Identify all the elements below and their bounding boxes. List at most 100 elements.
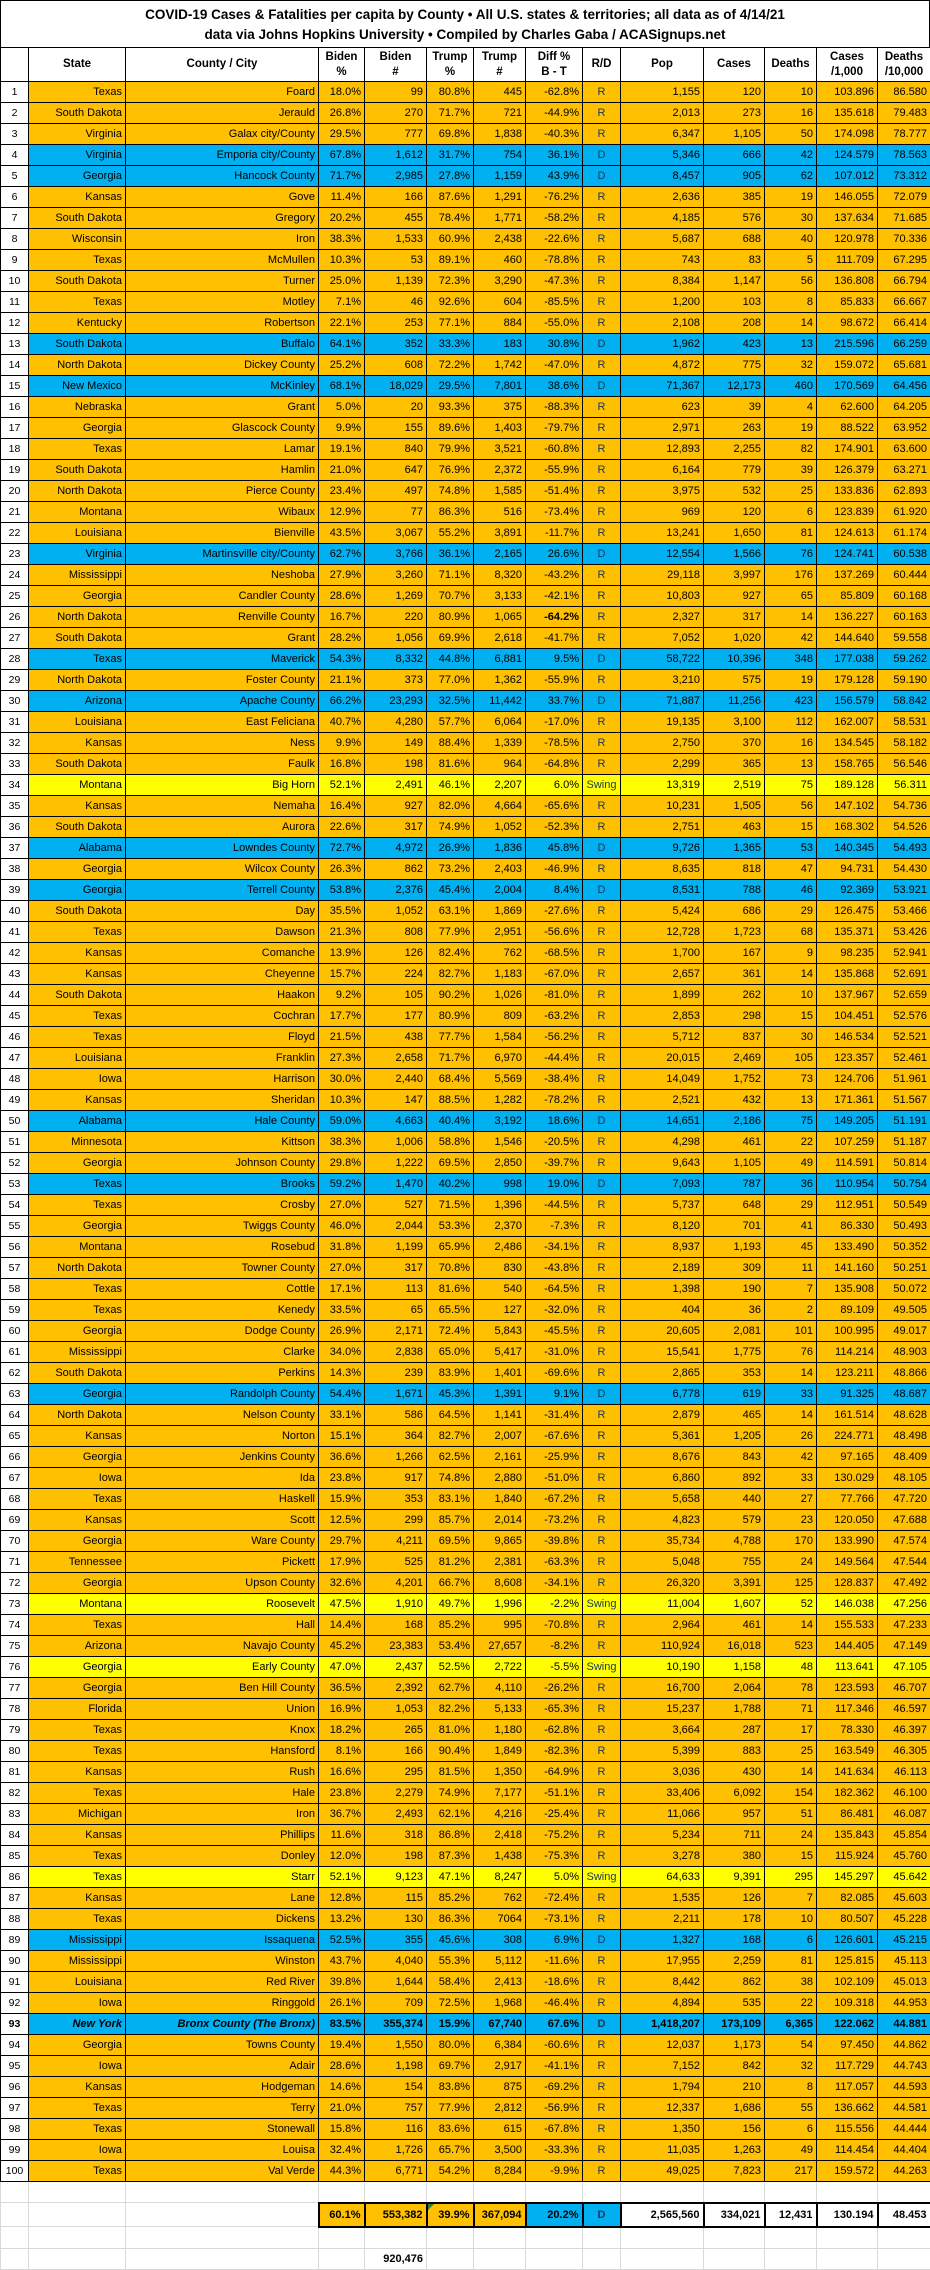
cell-pop: 2,964	[621, 1614, 704, 1635]
cell-county: Brooks	[126, 1173, 319, 1194]
cell-rd: R	[583, 123, 621, 144]
cell-biden_num: 373	[365, 669, 427, 690]
empty-cell	[427, 2248, 474, 2269]
cell-deaths_per_10000: 45.642	[878, 1866, 930, 1887]
cell-state: South Dakota	[29, 753, 126, 774]
cell-deaths: 217	[765, 2160, 817, 2181]
cell-diff: -47.3%	[526, 270, 583, 291]
cell-cases: 317	[704, 606, 765, 627]
cell-pop: 13,319	[621, 774, 704, 795]
cell-trump_num: 3,500	[474, 2139, 526, 2160]
cell-county: Candler County	[126, 585, 319, 606]
cell-rank: 55	[1, 1215, 29, 1236]
cell-deaths_per_10000: 44.581	[878, 2097, 930, 2118]
cell-cases: 385	[704, 186, 765, 207]
cell-deaths_per_10000: 79.483	[878, 102, 930, 123]
cell-biden_num: 318	[365, 1824, 427, 1845]
total-rd: D	[583, 2203, 621, 2227]
cell-biden_num: 455	[365, 207, 427, 228]
cell-cases: 287	[704, 1719, 765, 1740]
cell-rank: 69	[1, 1509, 29, 1530]
cell-biden_num: 647	[365, 459, 427, 480]
cell-deaths_per_10000: 58.842	[878, 690, 930, 711]
cell-trump_num: 2,413	[474, 1971, 526, 1992]
cell-diff: -11.6%	[526, 1950, 583, 1971]
cell-trump_num: 2,007	[474, 1425, 526, 1446]
cell-state: Georgia	[29, 417, 126, 438]
cell-cases: 1,158	[704, 1656, 765, 1677]
cell-trump_num: 1,584	[474, 1026, 526, 1047]
cell-rank: 49	[1, 1089, 29, 1110]
cell-county: Roosevelt	[126, 1593, 319, 1614]
cell-county: Day	[126, 900, 319, 921]
cell-trump_pct: 87.6%	[427, 186, 474, 207]
cell-pop: 969	[621, 501, 704, 522]
cell-rank: 13	[1, 333, 29, 354]
cell-county: Pickett	[126, 1551, 319, 1572]
cell-cases: 167	[704, 942, 765, 963]
cell-deaths: 54	[765, 2034, 817, 2055]
cell-trump_pct: 85.2%	[427, 1887, 474, 1908]
cell-county: Clarke	[126, 1341, 319, 1362]
cell-cases: 843	[704, 1446, 765, 1467]
cell-state: New Mexico	[29, 375, 126, 396]
cell-pop: 743	[621, 249, 704, 270]
total-deaths: 12,431	[765, 2203, 817, 2227]
cell-pop: 2,299	[621, 753, 704, 774]
cell-rank: 51	[1, 1131, 29, 1152]
cell-diff: -56.6%	[526, 921, 583, 942]
cell-deaths_per_10000: 66.414	[878, 312, 930, 333]
cell-trump_num: 5,133	[474, 1698, 526, 1719]
cell-rank: 38	[1, 858, 29, 879]
cell-trump_pct: 73.2%	[427, 858, 474, 879]
col-header-state: State	[29, 48, 126, 82]
cell-rank: 100	[1, 2160, 29, 2181]
cell-trump_pct: 58.8%	[427, 1131, 474, 1152]
cell-rank: 60	[1, 1320, 29, 1341]
cell-cases: 4,788	[704, 1530, 765, 1551]
cell-rank: 6	[1, 186, 29, 207]
cell-trump_pct: 69.7%	[427, 2055, 474, 2076]
cell-trump_num: 2,372	[474, 459, 526, 480]
cell-cases: 440	[704, 1488, 765, 1509]
cell-rd: R	[583, 1992, 621, 2013]
cell-trump_pct: 57.7%	[427, 711, 474, 732]
cell-biden_pct: 62.7%	[319, 543, 365, 564]
cell-cases: 16,018	[704, 1635, 765, 1656]
cell-county: Rush	[126, 1761, 319, 1782]
cell-diff: -73.1%	[526, 1908, 583, 1929]
cell-cases_per_1000: 113.641	[817, 1656, 878, 1677]
cell-cases_per_1000: 136.808	[817, 270, 878, 291]
cell-trump_pct: 49.7%	[427, 1593, 474, 1614]
cell-cases: 2,064	[704, 1677, 765, 1698]
cell-biden_pct: 23.8%	[319, 1782, 365, 1803]
cell-cases_per_1000: 135.843	[817, 1824, 878, 1845]
cell-deaths: 50	[765, 123, 817, 144]
cell-biden_pct: 26.8%	[319, 102, 365, 123]
cell-cases: 1,020	[704, 627, 765, 648]
cell-biden_num: 3,067	[365, 522, 427, 543]
cell-diff: -64.5%	[526, 1278, 583, 1299]
cell-biden_num: 198	[365, 753, 427, 774]
cell-trump_num: 183	[474, 333, 526, 354]
cell-biden_pct: 26.1%	[319, 1992, 365, 2013]
cell-diff: -31.4%	[526, 1404, 583, 1425]
cell-county: Glascock County	[126, 417, 319, 438]
cell-trump_pct: 71.7%	[427, 1047, 474, 1068]
cell-state: Texas	[29, 1005, 126, 1026]
cell-deaths: 13	[765, 753, 817, 774]
cell-deaths: 56	[765, 795, 817, 816]
cell-deaths: 19	[765, 669, 817, 690]
cell-deaths_per_10000: 48.105	[878, 1467, 930, 1488]
cell-county: Wilcox County	[126, 858, 319, 879]
cell-state: Georgia	[29, 1572, 126, 1593]
cell-diff: -67.2%	[526, 1488, 583, 1509]
cell-county: Bienville	[126, 522, 319, 543]
cell-rd: R	[583, 1845, 621, 1866]
cell-trump_num: 127	[474, 1299, 526, 1320]
cell-county: Norton	[126, 1425, 319, 1446]
